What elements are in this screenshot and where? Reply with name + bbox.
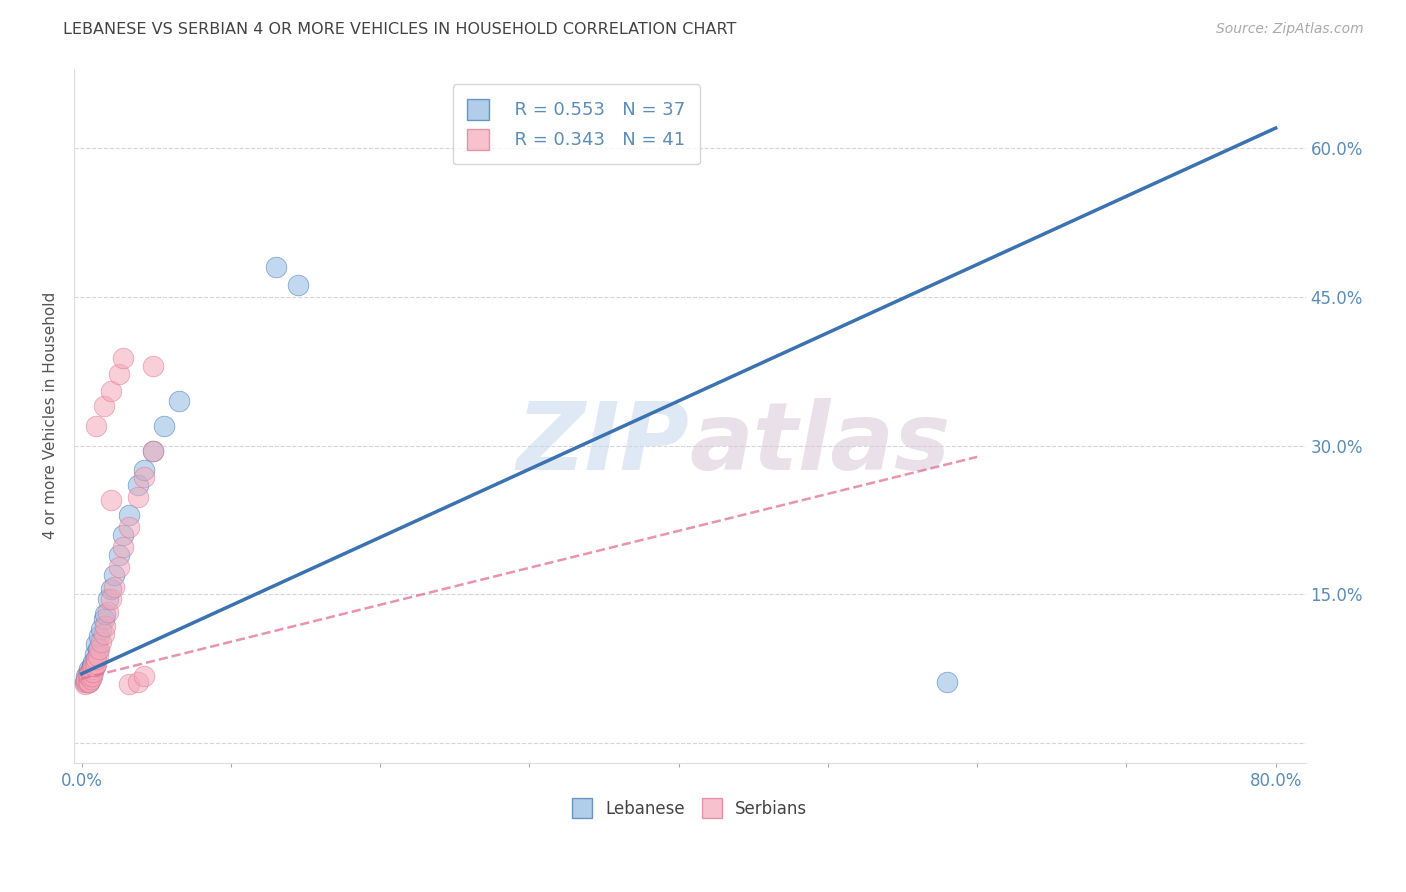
Point [90,622,112,636]
Point [94,619,117,633]
Y-axis label: 4 or more Vehicles in Household: 4 or more Vehicles in Household [44,293,58,540]
Point [86,418,108,433]
Point [73,674,96,689]
Point [108,548,131,562]
Point [86,657,108,671]
Text: Source: ZipAtlas.com: Source: ZipAtlas.com [1216,22,1364,37]
Point [77,674,100,689]
Point [108,559,131,574]
Point [93,627,115,641]
Point [118,520,141,534]
Point [264,260,287,274]
Point [90,635,112,649]
Point [134,463,156,477]
Point [118,508,141,522]
Point [93,612,115,626]
Point [89,642,111,657]
Point [77,669,100,683]
Point [94,607,117,622]
Point [80,669,103,683]
Point [80,662,103,676]
Point [86,652,108,666]
Point [167,393,190,408]
Point [76,666,98,681]
Point [75,672,97,686]
Point [84,659,107,673]
Point [127,674,149,689]
Point [86,637,108,651]
Point [134,669,156,683]
Point [82,665,104,679]
Text: LEBANESE VS SERBIAN 4 OR MORE VEHICLES IN HOUSEHOLD CORRELATION CHART: LEBANESE VS SERBIAN 4 OR MORE VEHICLES I… [63,22,737,37]
Point [82,655,104,669]
Point [79,662,101,676]
Point [86,652,108,666]
Point [89,629,111,643]
Point [79,669,101,683]
Point [84,659,107,673]
Point [97,605,120,619]
Point [127,478,149,492]
Point [82,662,104,676]
Point [142,359,165,374]
Point [93,399,115,413]
Point [100,493,122,508]
Point [87,642,110,657]
Point [75,674,97,689]
Point [76,669,98,683]
Point [77,666,100,681]
Text: atlas: atlas [690,398,950,490]
Point [112,528,135,542]
Point [100,592,122,607]
Point [97,592,120,607]
Point [103,580,125,594]
Text: ZIP: ZIP [517,398,690,490]
Point [82,659,104,673]
Point [134,470,156,484]
Point [79,672,101,686]
Point [80,665,103,679]
Point [112,540,135,554]
Point [87,648,110,663]
Point [936,674,959,689]
Point [84,647,107,661]
Legend: Lebanese, Serbians: Lebanese, Serbians [565,792,814,824]
Point [118,677,141,691]
Point [108,367,131,381]
Point [142,443,165,458]
Point [80,659,103,673]
Point [73,677,96,691]
Point [100,384,122,398]
Point [77,662,100,676]
Point [76,674,98,689]
Point [75,669,97,683]
Point [77,666,100,681]
Point [103,567,125,582]
Point [287,277,309,292]
Point [100,582,122,597]
Point [152,418,174,433]
Point [142,443,165,458]
Point [127,490,149,504]
Point [75,673,97,687]
Point [112,351,135,366]
Point [77,674,100,689]
Point [79,665,101,679]
Point [76,672,98,686]
